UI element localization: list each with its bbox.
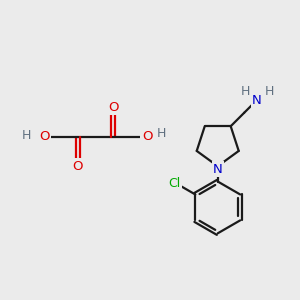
Text: H: H [157,127,167,140]
Text: H: H [241,85,250,98]
Text: H: H [22,129,31,142]
Text: N: N [252,94,262,107]
Text: H: H [264,85,274,98]
Text: O: O [73,160,83,173]
Text: N: N [213,163,223,176]
Text: O: O [142,130,152,143]
Text: O: O [39,130,49,143]
Text: O: O [108,101,119,114]
Text: Cl: Cl [169,177,181,190]
